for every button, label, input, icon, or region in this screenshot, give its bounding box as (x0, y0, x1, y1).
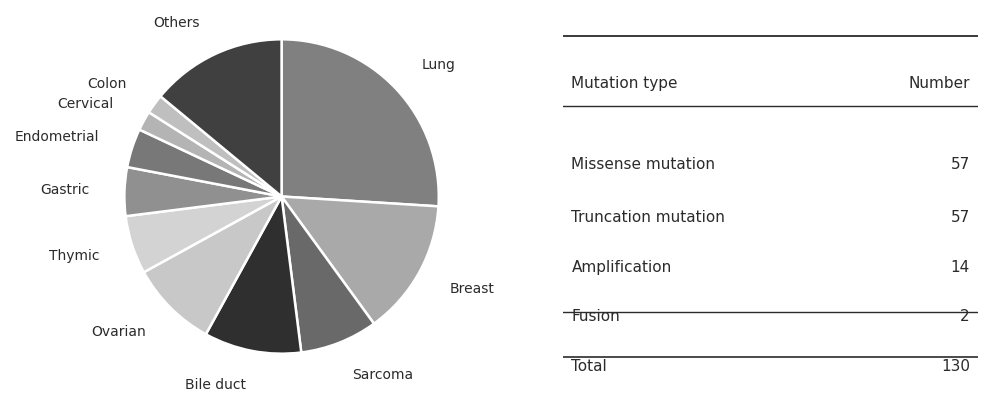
Text: Endometrial: Endometrial (15, 130, 99, 144)
Wedge shape (127, 130, 282, 196)
Wedge shape (125, 196, 282, 272)
Text: Total: Total (571, 359, 608, 374)
Wedge shape (160, 39, 282, 197)
Text: Breast: Breast (450, 282, 495, 296)
Text: Amplification: Amplification (571, 260, 672, 275)
Wedge shape (139, 112, 282, 196)
Wedge shape (206, 196, 301, 354)
Text: Fusion: Fusion (571, 309, 620, 324)
Text: Thymic: Thymic (48, 249, 99, 263)
Text: 14: 14 (950, 260, 970, 275)
Wedge shape (149, 96, 282, 196)
Wedge shape (282, 196, 439, 324)
Text: Mutation type: Mutation type (571, 76, 678, 91)
Text: Number: Number (908, 76, 970, 91)
Text: Truncation mutation: Truncation mutation (571, 210, 725, 225)
Text: Missense mutation: Missense mutation (571, 157, 715, 172)
Wedge shape (282, 196, 374, 353)
Text: 57: 57 (950, 210, 970, 225)
Text: Cervical: Cervical (57, 97, 114, 111)
Text: Colon: Colon (87, 77, 126, 91)
Text: Bile duct: Bile duct (185, 378, 246, 392)
Wedge shape (124, 167, 282, 216)
Text: 57: 57 (950, 157, 970, 172)
Text: Lung: Lung (422, 58, 455, 72)
Text: Others: Others (153, 16, 200, 30)
Text: Sarcoma: Sarcoma (352, 368, 413, 382)
Text: 2: 2 (960, 309, 970, 324)
Wedge shape (282, 39, 439, 206)
Text: Ovarian: Ovarian (91, 325, 146, 339)
Text: Gastric: Gastric (41, 184, 90, 197)
Text: 130: 130 (941, 359, 970, 374)
Wedge shape (144, 196, 282, 334)
